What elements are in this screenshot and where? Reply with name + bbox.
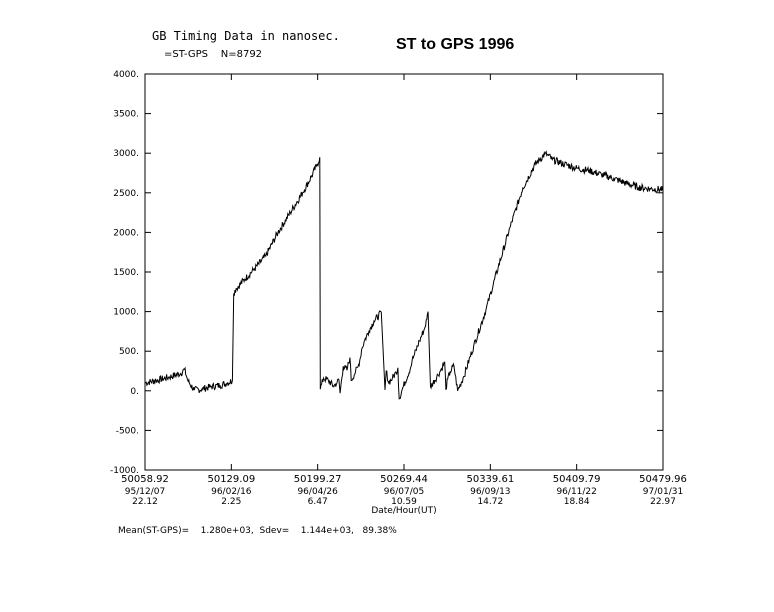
x-tick-label-hour: 10.59	[391, 497, 417, 507]
x-tick-label-date: 96/02/16	[211, 487, 252, 497]
x-tick-label-mjd: 50409.79	[553, 474, 601, 485]
x-axis-label: Date/Hour(UT)	[371, 506, 436, 516]
x-tick-label-hour: 2.25	[221, 497, 241, 507]
y-tick-label: 4000.	[113, 70, 139, 80]
y-tick-label: -500.	[116, 426, 139, 436]
x-tick-label-mjd: 50058.92	[121, 474, 169, 485]
y-tick-label: 2000.	[113, 228, 139, 238]
y-tick-label: 2500.	[113, 189, 139, 199]
series-line-0	[144, 150, 664, 400]
x-tick-label-date: 96/11/22	[556, 487, 596, 497]
y-tick-label: 3500.	[113, 110, 139, 120]
y-tick-label: 1000.	[113, 308, 139, 318]
y-tick-label: 1500.	[113, 268, 139, 278]
x-tick-label-hour: 18.84	[564, 497, 590, 507]
y-axis: -1000. -500. 0. 500. 1000. 1500. 2000. 2500. 300…	[110, 70, 663, 476]
x-tick-label-hour: 22.97	[650, 497, 676, 507]
x-tick-label-mjd: 50199.27	[294, 474, 342, 485]
x-tick-label-mjd: 50339.61	[466, 474, 514, 485]
stats-line: Mean(ST-GPS)= 1.280e+03, Sdev= 1.144e+03…	[118, 526, 397, 536]
y-tick-label: 0.	[130, 387, 139, 397]
x-tick-label-hour: 22.12	[132, 497, 158, 507]
plot-frame	[144, 73, 664, 471]
y-tick-label: 500.	[119, 347, 139, 357]
series-group	[144, 150, 664, 400]
y-tick-label: -1000.	[110, 466, 139, 476]
x-tick-label-hour: 14.72	[477, 497, 503, 507]
x-tick-label-date: 97/01/31	[643, 487, 683, 497]
chart-title: ST to GPS 1996	[396, 36, 515, 53]
x-tick-label-date: 96/07/05	[384, 487, 424, 497]
series-label: =ST-GPS N=8792	[164, 49, 263, 60]
x-tick-label-date: 95/12/07	[125, 487, 165, 497]
chart-subtitle: GB Timing Data in nanosec.	[152, 29, 340, 43]
x-tick-label-mjd: 50269.44	[380, 474, 428, 485]
x-tick-label-date: 96/09/13	[470, 487, 510, 497]
x-tick-label-date: 96/04/26	[297, 487, 338, 497]
x-tick-label-hour: 6.47	[308, 497, 328, 507]
y-tick-label: 3000.	[113, 149, 139, 159]
x-tick-label-mjd: 50479.96	[639, 474, 687, 485]
x-tick-label-mjd: 50129.09	[207, 474, 255, 485]
